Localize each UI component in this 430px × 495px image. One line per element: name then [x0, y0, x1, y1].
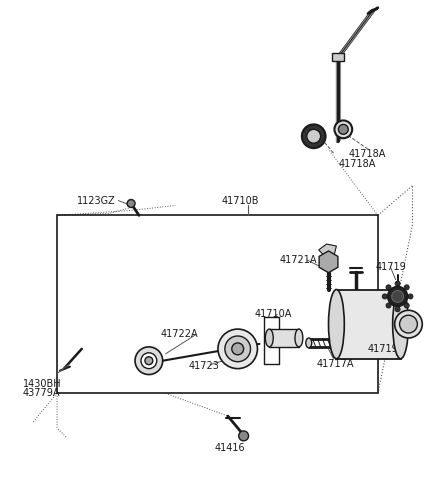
Polygon shape [319, 244, 336, 256]
Ellipse shape [393, 290, 408, 359]
Text: 41721A: 41721A [279, 255, 316, 265]
Text: 41416: 41416 [215, 443, 246, 453]
Circle shape [392, 291, 403, 302]
Circle shape [335, 120, 352, 138]
Text: 41719A: 41719A [368, 344, 405, 354]
Circle shape [404, 285, 409, 290]
Circle shape [127, 199, 135, 207]
Text: 1430BH: 1430BH [22, 379, 61, 389]
Text: 41718A: 41718A [348, 149, 386, 159]
Text: 41710A: 41710A [255, 309, 292, 319]
Ellipse shape [265, 329, 273, 347]
Circle shape [399, 315, 418, 333]
Bar [332, 53, 344, 61]
Circle shape [395, 310, 422, 338]
Circle shape [404, 303, 409, 308]
Circle shape [225, 336, 251, 362]
Text: 41718A: 41718A [338, 159, 376, 169]
Circle shape [141, 353, 157, 369]
Circle shape [388, 287, 408, 306]
Circle shape [239, 431, 249, 441]
Circle shape [408, 294, 413, 299]
Circle shape [232, 343, 244, 355]
Circle shape [307, 129, 321, 143]
Bar [57, 215, 378, 394]
Polygon shape [319, 251, 338, 273]
Circle shape [338, 124, 348, 134]
Circle shape [382, 294, 387, 299]
Bar [269, 329, 299, 347]
Text: 43779A: 43779A [22, 389, 60, 398]
Circle shape [302, 124, 326, 148]
Ellipse shape [295, 329, 303, 347]
Circle shape [135, 347, 163, 375]
Text: 41722A: 41722A [161, 329, 198, 339]
Bar [336, 290, 401, 359]
Circle shape [145, 357, 153, 365]
Text: 1123GZ: 1123GZ [77, 196, 116, 205]
Text: 41723: 41723 [188, 361, 219, 371]
Text: 41717A: 41717A [316, 359, 354, 369]
Circle shape [395, 281, 400, 286]
Text: 41710B: 41710B [222, 196, 259, 205]
Ellipse shape [306, 338, 312, 348]
Circle shape [395, 307, 400, 312]
Circle shape [386, 285, 391, 290]
Text: 41719: 41719 [376, 262, 407, 272]
Ellipse shape [329, 290, 344, 359]
Circle shape [386, 303, 391, 308]
Circle shape [218, 329, 258, 369]
